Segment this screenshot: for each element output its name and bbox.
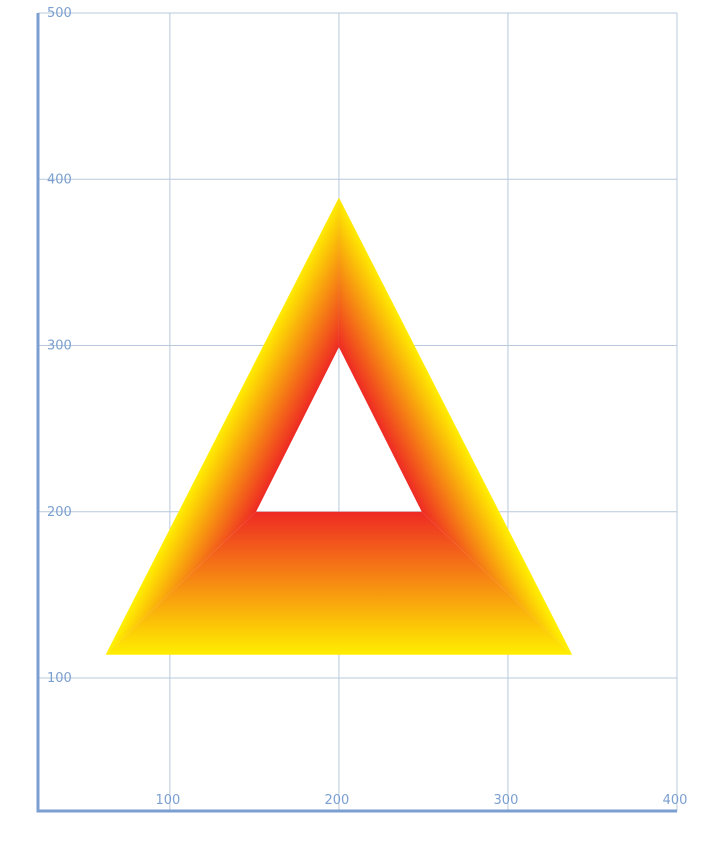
triangle-right-band	[338, 197, 573, 655]
y-tick-label: 500	[47, 6, 72, 21]
tick-labels: 100 200 300 400 100 200 300 400 500	[47, 6, 687, 808]
grid	[38, 12, 678, 811]
x-tick-label: 300	[494, 793, 519, 808]
triangle-bottom-band	[105, 511, 573, 655]
x-tick-label: 200	[324, 793, 349, 808]
y-tick-label: 400	[47, 172, 72, 187]
x-tick-label: 100	[155, 793, 180, 808]
x-tick-label: 400	[663, 793, 688, 808]
y-tick-label: 100	[47, 671, 72, 686]
y-tick-label: 300	[47, 339, 72, 354]
y-tick-label: 200	[47, 505, 72, 520]
triangle-shape	[105, 197, 573, 655]
triangle-left-band	[105, 197, 339, 655]
axes	[36, 13, 677, 813]
